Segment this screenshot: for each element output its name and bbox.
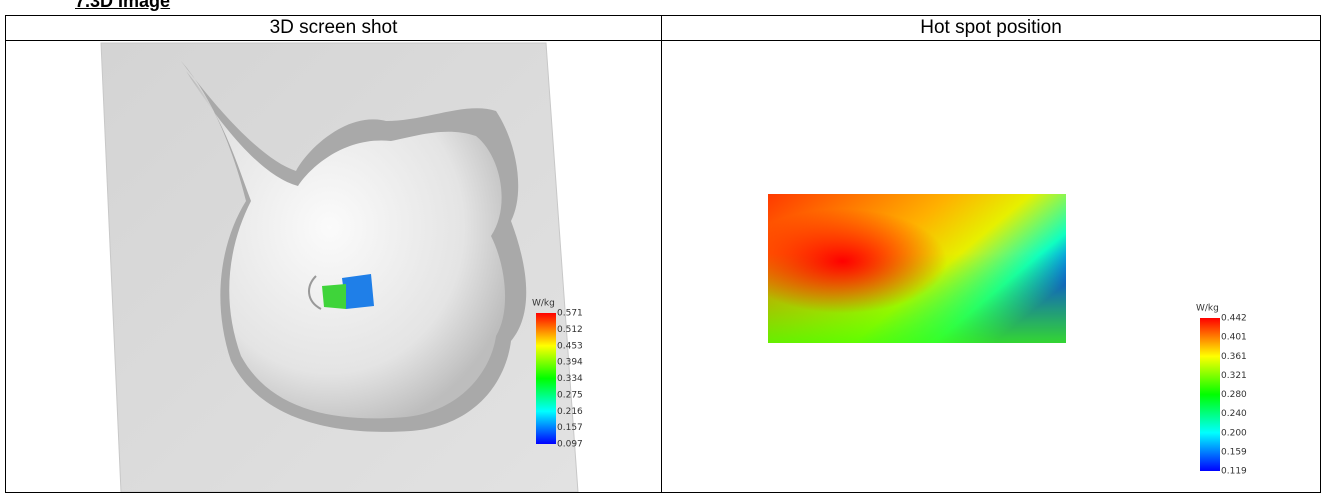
colorbar [1200, 318, 1220, 471]
3d-screenshot: W/kg0.571 0.512 0.453 0.394 0.334 0.275 0.216 0… [100, 42, 583, 492]
colorbar-label: 0.453 [557, 341, 583, 351]
colorbar-label: 0.394 [557, 358, 583, 368]
colorbar-label: 0.512 [557, 325, 583, 335]
column-header: Hot spot position [661, 15, 1321, 41]
image-table: 3D screen shot Hot spot position [5, 15, 1321, 493]
colorbar-label: 0.097 [557, 440, 583, 450]
head [186, 71, 506, 419]
colorbar-label: 0.321 [1221, 371, 1247, 381]
colorbar-unit: W/kg [532, 299, 555, 309]
hotspot-image: W/kg0.442 0.401 0.361 0.321 0.280 0.240 0.200 0… [768, 194, 1247, 477]
colorbar-label: 0.240 [1221, 409, 1247, 419]
hotspot-cell: W/kg 0.442 0.401 0.361 0.321 0.280 0.240 0.200 0… [661, 40, 1321, 493]
scan-area [322, 284, 346, 309]
colorbar-unit: W/kg [1196, 304, 1219, 314]
colorbar-label: 0.157 [557, 423, 583, 433]
colorbar-label: 0.216 [557, 407, 583, 417]
colorbar-label: 0.571 [557, 309, 583, 319]
colorbar-label: 0.442 [1221, 314, 1247, 324]
colorbar-label: 0.280 [1221, 390, 1247, 400]
ear [308, 275, 322, 310]
colorbar-label: 0.334 [557, 374, 583, 384]
colorbar-label: 0.361 [1221, 352, 1247, 362]
colorbar-label: 0.200 [1221, 428, 1247, 438]
screenshot-cell: W/kg 0.571 0.512 0.453 0.394 0.334 0.275 0.216 0… [5, 40, 662, 493]
heading: 7.3D Image [75, 0, 171, 11]
colorbar-label: 0.119 [1221, 467, 1247, 477]
column-header: 3D screen shot [5, 15, 662, 41]
colorbar-label: 0.159 [1221, 447, 1247, 457]
hotspot-map [768, 194, 1066, 343]
colorbar-label: 0.275 [557, 390, 583, 400]
scan-area [342, 274, 374, 309]
colorbar [536, 313, 556, 444]
colorbar-label: 0.401 [1221, 333, 1247, 343]
